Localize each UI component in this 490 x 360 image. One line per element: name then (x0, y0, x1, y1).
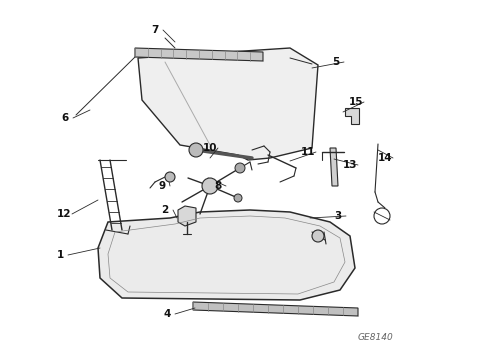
Polygon shape (345, 108, 359, 124)
Text: 1: 1 (56, 250, 64, 260)
Text: 6: 6 (61, 113, 69, 123)
Text: 4: 4 (163, 309, 171, 319)
Text: 2: 2 (161, 205, 169, 215)
Text: 10: 10 (203, 143, 217, 153)
Circle shape (189, 143, 203, 157)
Text: GE8140: GE8140 (357, 333, 393, 342)
Text: 9: 9 (158, 181, 166, 191)
Text: 14: 14 (378, 153, 392, 163)
Polygon shape (330, 148, 338, 186)
Text: 12: 12 (57, 209, 71, 219)
Text: 13: 13 (343, 160, 357, 170)
Circle shape (312, 230, 324, 242)
Polygon shape (178, 206, 196, 226)
Polygon shape (138, 48, 318, 160)
Polygon shape (98, 210, 355, 300)
Circle shape (165, 172, 175, 182)
Text: 5: 5 (332, 57, 340, 67)
Text: 7: 7 (151, 25, 159, 35)
Circle shape (234, 194, 242, 202)
Circle shape (202, 178, 218, 194)
Text: 3: 3 (334, 211, 342, 221)
Text: 8: 8 (215, 181, 221, 191)
Text: 15: 15 (349, 97, 363, 107)
Polygon shape (193, 302, 358, 316)
Text: 11: 11 (301, 147, 315, 157)
Polygon shape (135, 48, 263, 61)
Circle shape (235, 163, 245, 173)
